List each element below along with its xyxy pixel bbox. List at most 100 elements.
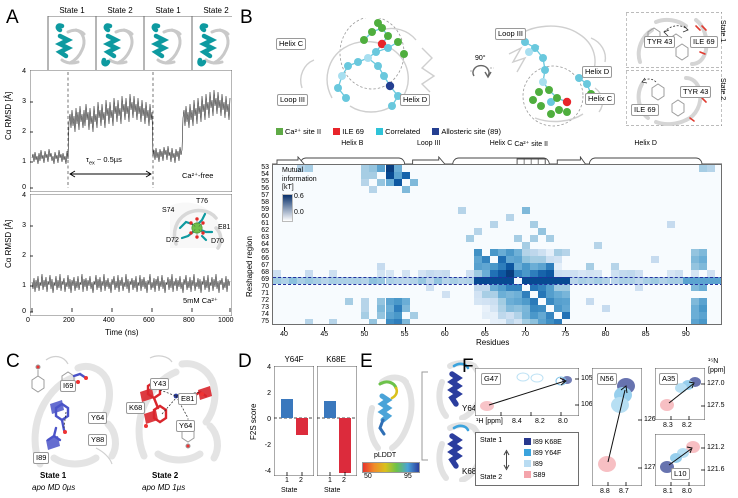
- legend-title-0: Mutual: [282, 167, 304, 174]
- panel-f-plot2-xtick-0: 8.3: [663, 422, 673, 429]
- heatmap-cell: [514, 284, 523, 291]
- panel-e-variant-label-1: K68E: [462, 467, 482, 476]
- heatmap-cell: [538, 228, 547, 235]
- legend-swatch-i89-y64f: [524, 449, 531, 456]
- heatmap-xtickmark-50: [364, 327, 366, 331]
- heatmap-cell: [514, 249, 523, 256]
- heatmap-cell: [361, 277, 370, 284]
- heatmap-cell: [706, 270, 715, 277]
- heatmap-cell: [425, 270, 434, 277]
- panel-d-group1-title: K68E: [326, 355, 346, 364]
- panel-d-g0-xtick-1: 1: [285, 477, 289, 484]
- heatmap-cell: [698, 277, 707, 284]
- ytick-1: 1: [22, 158, 26, 165]
- heatmap-cell: [578, 277, 587, 284]
- heatmap-cell: [273, 277, 282, 284]
- heatmap-cell: [473, 291, 482, 298]
- heatmap-cell: [554, 291, 563, 298]
- heatmap-cell: [706, 277, 715, 284]
- heatmap-cell: [610, 263, 619, 270]
- heatmap-cell: [554, 305, 563, 312]
- heatmap-cell: [393, 319, 402, 324]
- panel-c-label-y88: Y88: [88, 434, 108, 446]
- heatmap-cell: [473, 249, 482, 256]
- panel-d-g1-xtick-2: 2: [342, 477, 346, 484]
- heatmap-cell: [377, 312, 386, 319]
- heatmap-cell: [385, 319, 394, 324]
- heatmap-cell: [393, 179, 402, 186]
- legend-colorbar: [282, 193, 293, 222]
- ytick-3: 3: [22, 98, 26, 105]
- legend-label-i89-k68e: I89 K68E: [533, 439, 562, 446]
- heatmap-cell: [369, 277, 378, 284]
- heatmap-cell: [538, 284, 547, 291]
- heatmap-cell: [377, 270, 386, 277]
- heatmap-cell: [385, 270, 394, 277]
- heatmap-cell: [514, 235, 523, 242]
- heatmap-ytick-60: 60: [261, 212, 269, 220]
- heatmap-ytick-74: 74: [261, 310, 269, 318]
- heatmap-cell: [642, 277, 651, 284]
- heatmap-xticks: 40 45 50 55 60 65 70 75 80 85 90: [272, 327, 722, 339]
- ss-label-2: Helix C: [489, 140, 513, 147]
- ytick-4: 4: [22, 68, 26, 75]
- heatmap-cell: [385, 179, 394, 186]
- heatmap-cell: [377, 277, 386, 284]
- panel-a-xlabel: Time (ns): [105, 328, 139, 337]
- heatmap-xtick-80: 80: [601, 331, 610, 338]
- heatmap-cell: [522, 291, 531, 298]
- panel-d-group0-title: Y64F: [284, 355, 304, 364]
- panel-d-g1-xtick-1: 1: [328, 477, 332, 484]
- heatmap-cell: [393, 298, 402, 305]
- heatmap-cell: [698, 312, 707, 319]
- legend-low-value: 0.0: [294, 208, 304, 216]
- heatmap-ytick-63: 63: [261, 233, 269, 241]
- heatmap-cell: [690, 298, 699, 305]
- panel-c-state2-structure: [135, 355, 221, 464]
- heatmap-ytick-64: 64: [261, 240, 269, 248]
- heatmap-cell: [401, 298, 410, 305]
- heatmap-cell: [514, 256, 523, 263]
- heatmap-cell: [570, 270, 579, 277]
- heatmap-cell: [538, 291, 547, 298]
- legend-swatch-i89-k68e: [524, 438, 531, 445]
- heatmap-cell: [393, 312, 402, 319]
- heatmap-cell: [538, 319, 547, 324]
- inset-label-d70: D70: [211, 238, 224, 245]
- heatmap-cell: [530, 284, 539, 291]
- heatmap-cell: [522, 277, 531, 284]
- heatmap-cell: [481, 270, 490, 277]
- heatmap-cell: [377, 263, 386, 270]
- heatmap-cell: [594, 270, 603, 277]
- heatmap-ytick-70: 70: [261, 282, 269, 290]
- heatmap-cell: [385, 277, 394, 284]
- heatmap-cell: [473, 270, 482, 277]
- heatmap-cell: [481, 298, 490, 305]
- heatmap-cell: [562, 270, 571, 277]
- heatmap-cell: [538, 312, 547, 319]
- heatmap-cell: [506, 270, 515, 277]
- heatmap-legend: Mutual information [kT] 0.6 0.0: [282, 167, 317, 222]
- heatmap-cell: [297, 165, 306, 172]
- panel-d-letter: D: [238, 351, 252, 372]
- heatmap-cell: [498, 312, 507, 319]
- heatmap-cell: [634, 277, 643, 284]
- heatmap-cell: [514, 277, 523, 284]
- heatmap-cell: [473, 263, 482, 270]
- heatmap-xtick-75: 75: [561, 331, 570, 338]
- heatmap-cell: [498, 284, 507, 291]
- heatmap-cell: [449, 277, 458, 284]
- heatmap-cell: [522, 319, 531, 324]
- panel-c-label-y64: Y64: [176, 420, 196, 432]
- panel-f-plot1-xtick-0: 8.8: [600, 488, 610, 495]
- inset-s2-tyr43: TYR 43: [680, 86, 712, 98]
- heatmap-cell: [650, 256, 659, 263]
- panel-e-variant-label-0: Y64F: [462, 404, 482, 413]
- structure-title-2: State 1: [155, 6, 181, 15]
- heatmap-cell: [481, 305, 490, 312]
- heatmap-cell: [546, 277, 555, 284]
- double-arrow-icon: [503, 449, 510, 471]
- heatmap-cell: [506, 319, 515, 324]
- heatmap-cell: [481, 256, 490, 263]
- heatmap-cell: [425, 284, 434, 291]
